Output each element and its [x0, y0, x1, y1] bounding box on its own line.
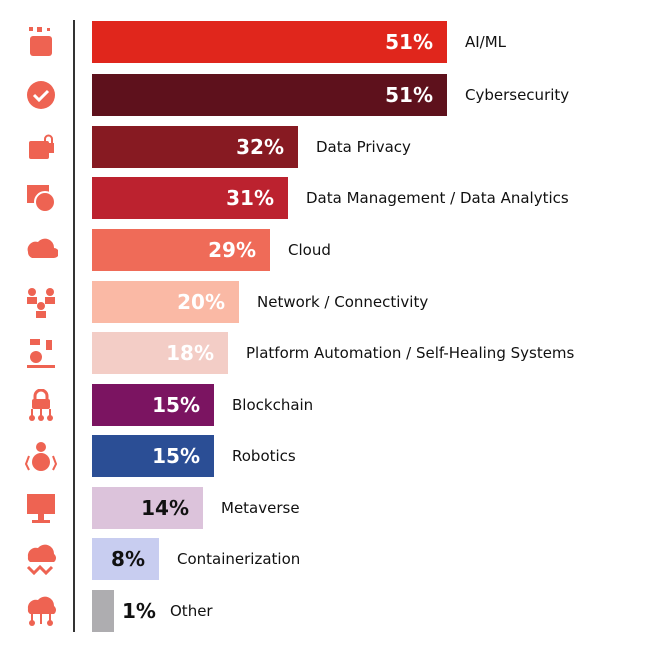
chart-row: 15% Robotics: [0, 435, 667, 477]
network-people-icon: [24, 286, 58, 318]
bar: [92, 74, 447, 116]
category-label: Cybersecurity: [465, 86, 570, 104]
check-badge-icon: [24, 79, 58, 111]
chart-row: 31% Data Management / Data Analytics: [0, 177, 667, 219]
category-label: AI/ML: [465, 33, 507, 51]
chart-row: 15% Blockchain: [0, 384, 667, 426]
data-label: 15%: [152, 393, 200, 417]
data-label: 51%: [385, 30, 433, 54]
category-label: Network / Connectivity: [257, 293, 429, 311]
data-label: 18%: [166, 341, 214, 365]
ai-head-icon: [24, 26, 58, 58]
bar: [92, 435, 214, 477]
category-label: Containerization: [177, 550, 301, 568]
category-label: Robotics: [232, 447, 296, 465]
chart-row: 29% Cloud: [0, 229, 667, 271]
automation-icon: [24, 337, 58, 369]
chart-window-icon: [24, 182, 58, 214]
chart-row: 14% Metaverse: [0, 487, 667, 529]
chart-row: 51% Cybersecurity: [0, 74, 667, 116]
bar: [92, 229, 270, 271]
bar: [92, 126, 298, 168]
chart-row: 18% Platform Automation / Self-Healing Sy…: [0, 332, 667, 374]
data-label: 29%: [208, 238, 256, 262]
category-label: Data Management / Data Analytics: [306, 189, 569, 207]
container-cloud-icon: [24, 543, 58, 576]
category-label: Data Privacy: [316, 138, 411, 156]
data-label: 1%: [122, 599, 156, 623]
category-label: Other: [170, 602, 213, 620]
data-label: 51%: [385, 83, 433, 107]
bar: [92, 332, 228, 374]
category-label: Metaverse: [221, 499, 300, 517]
chart-row: 32% Data Privacy: [0, 126, 667, 168]
data-label: 31%: [226, 186, 274, 210]
bar: [92, 177, 288, 219]
cloud-network-icon: [24, 595, 58, 627]
chart-row: 1% Other: [0, 590, 667, 632]
category-label: Blockchain: [232, 396, 314, 414]
bar: [92, 487, 203, 529]
chart-row: 8% Containerization: [0, 538, 667, 580]
bar: [92, 384, 214, 426]
bar: [92, 590, 114, 632]
data-label: 15%: [152, 444, 200, 468]
robot-icon: [24, 440, 58, 472]
data-label: 20%: [177, 290, 225, 314]
data-label: 14%: [141, 496, 189, 520]
blockchain-lock-icon: [24, 388, 58, 421]
bar: [92, 21, 447, 63]
metaverse-screen-icon: [24, 492, 58, 524]
bar: [92, 281, 239, 323]
cloud-icon: [24, 234, 59, 266]
chart-row: 51% AI/ML: [0, 21, 667, 63]
folder-lock-icon: [24, 131, 58, 163]
chart-row: 20% Network / Connectivity: [0, 281, 667, 323]
bar: [92, 538, 159, 580]
data-label: 32%: [236, 135, 284, 159]
category-label: Cloud: [288, 241, 331, 259]
data-label: 8%: [111, 547, 145, 571]
category-label: Platform Automation / Self-Healing Syste…: [246, 344, 575, 362]
chart-axis: [73, 20, 75, 632]
